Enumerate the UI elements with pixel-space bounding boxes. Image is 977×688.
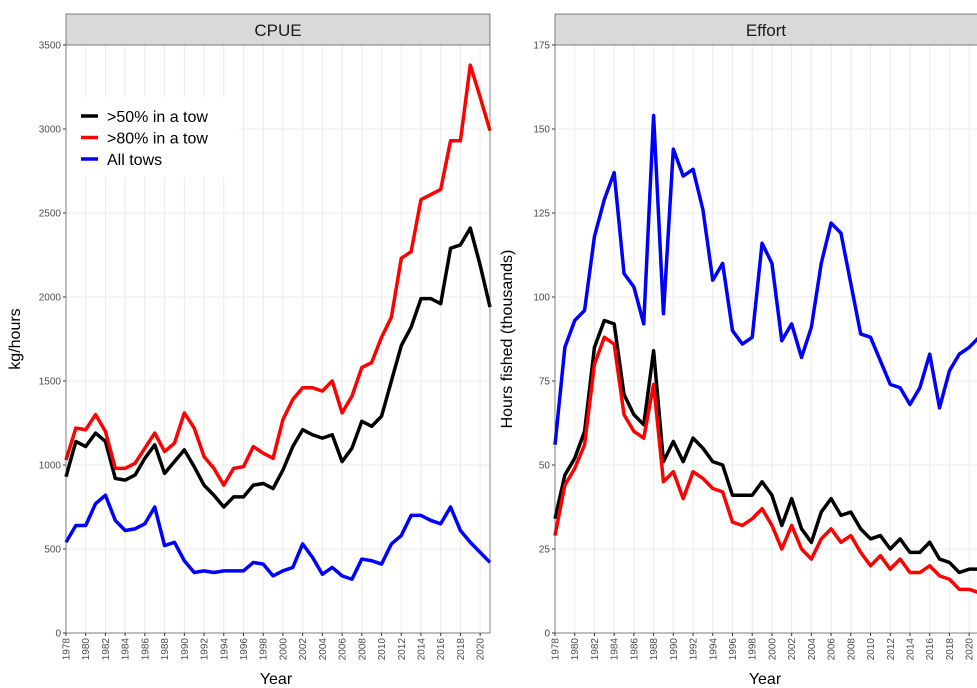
- x-axis-title: Year: [749, 671, 782, 688]
- strip: [65, 13, 491, 46]
- x-tick-label: 2002: [298, 638, 309, 661]
- x-tick-label: 2000: [767, 638, 778, 661]
- y-tick-label: 1000: [39, 461, 62, 472]
- data-line: [64, 493, 492, 581]
- x-tick-label: 2014: [905, 638, 916, 661]
- y-axis-title: Hours fished (thousands): [499, 250, 516, 429]
- x-tick-label: 2000: [278, 638, 289, 661]
- x-tick-label: 1980: [570, 638, 581, 661]
- panel-border: [65, 44, 491, 634]
- x-tick-label: 1984: [121, 638, 132, 661]
- x-tick-label: 1982: [101, 638, 112, 661]
- y-tick-label: 0: [55, 629, 61, 640]
- data-line: [553, 113, 977, 446]
- y-tick-label: 3500: [39, 41, 62, 52]
- strip-title: Effort: [746, 21, 787, 40]
- x-tick-label: 2012: [397, 638, 408, 661]
- x-tick-label: 2012: [886, 638, 897, 661]
- x-tick-label: 2006: [827, 638, 838, 661]
- x-tick-label: 2018: [945, 638, 956, 661]
- x-tick-label: 1984: [610, 638, 621, 661]
- x-tick-label: 2020: [476, 638, 487, 661]
- x-tick-label: 1982: [590, 638, 601, 661]
- panel: CPUE 0 500 1000 1500 2000 2500 3000 3500 1978 1980…: [7, 13, 492, 688]
- x-tick-label: 2016: [925, 638, 936, 661]
- panel-border: [554, 44, 977, 634]
- y-tick-label: 50: [539, 461, 551, 472]
- x-tick-label: 1988: [160, 638, 171, 661]
- x-tick-label: 1988: [649, 638, 660, 661]
- y-tick-label: 75: [539, 377, 551, 388]
- x-tick-label: 2020: [965, 638, 976, 661]
- x-tick-label: 1998: [748, 638, 759, 661]
- x-tick-label: 2016: [436, 638, 447, 661]
- data-line: [64, 63, 492, 487]
- y-axis-title: kg/hours: [7, 308, 24, 369]
- data-line: [553, 335, 977, 594]
- x-tick-label: 1986: [140, 638, 151, 661]
- strip-title: CPUE: [254, 21, 301, 40]
- strip: [554, 13, 977, 46]
- y-tick-label: 0: [544, 629, 550, 640]
- x-tick-label: 1986: [629, 638, 640, 661]
- y-tick-label: 25: [539, 545, 551, 556]
- panel: Effort 0 25 50 75 100 125 150 175 1978 1980 1982 198…: [499, 13, 977, 688]
- x-tick-label: 2008: [846, 638, 857, 661]
- legend-label: >80% in a tow: [107, 131, 208, 148]
- x-tick-label: 2006: [338, 638, 349, 661]
- y-tick-label: 500: [44, 545, 61, 556]
- x-tick-label: 2004: [318, 638, 329, 661]
- x-tick-label: 2008: [357, 638, 368, 661]
- x-tick-label: 1996: [728, 638, 739, 661]
- y-tick-label: 175: [533, 41, 550, 52]
- y-tick-label: 125: [533, 209, 550, 220]
- data-line: [64, 226, 492, 509]
- y-tick-label: 2000: [39, 293, 62, 304]
- x-tick-label: 1978: [551, 638, 562, 661]
- x-tick-label: 1992: [200, 638, 211, 661]
- x-tick-label: 1980: [81, 638, 92, 661]
- x-tick-label: 1996: [239, 638, 250, 661]
- x-tick-label: 1990: [180, 638, 191, 661]
- legend-label: All tows: [107, 152, 162, 169]
- x-tick-label: 1992: [689, 638, 700, 661]
- x-tick-label: 2018: [456, 638, 467, 661]
- y-tick-label: 1500: [39, 377, 62, 388]
- x-tick-label: 1994: [708, 638, 719, 661]
- x-tick-label: 1990: [669, 638, 680, 661]
- x-tick-label: 2014: [416, 638, 427, 661]
- legend-label: >50% in a tow: [107, 109, 208, 126]
- data-line: [553, 318, 977, 575]
- x-tick-label: 2002: [787, 638, 798, 661]
- plot-background: [555, 45, 977, 633]
- y-tick-label: 2500: [39, 209, 62, 220]
- x-tick-label: 2010: [866, 638, 877, 661]
- x-tick-label: 1994: [219, 638, 230, 661]
- x-tick-label: 1978: [62, 638, 73, 661]
- x-tick-label: 2004: [807, 638, 818, 661]
- y-tick-label: 150: [533, 125, 550, 136]
- y-tick-label: 3000: [39, 125, 62, 136]
- x-tick-label: 2010: [377, 638, 388, 661]
- x-axis-title: Year: [260, 671, 293, 688]
- y-tick-label: 100: [533, 293, 550, 304]
- x-tick-label: 1998: [259, 638, 270, 661]
